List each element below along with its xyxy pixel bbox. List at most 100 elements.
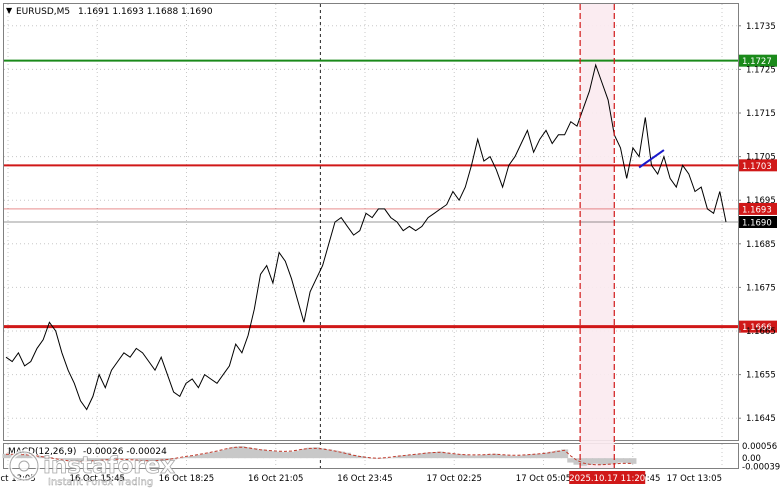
macd-bar <box>436 451 445 459</box>
y-tick-label: 1.1735 <box>746 22 776 32</box>
x-tick-label: 16 Oct 15:45 <box>70 474 125 484</box>
macd-bar <box>194 454 202 459</box>
macd-bar <box>2 453 10 459</box>
macd-bar <box>101 458 109 460</box>
y-tick-label: 1.1725 <box>746 65 776 75</box>
macd-bar <box>281 452 289 459</box>
macd-bar <box>294 450 302 459</box>
grid <box>4 4 738 468</box>
macd-bar <box>300 449 308 459</box>
macd-bar <box>76 458 85 463</box>
macd-bar <box>27 454 35 459</box>
symbol-title: EURUSD,M5 <box>16 7 70 17</box>
macd-bar <box>405 454 414 459</box>
current-price-box <box>739 202 777 215</box>
macd-bar <box>356 456 364 459</box>
macd-bar <box>567 458 575 463</box>
macd-bar <box>449 453 457 459</box>
macd-bar <box>312 447 320 459</box>
macd-bar <box>579 458 587 466</box>
macd-bar <box>306 447 314 459</box>
instaforex-logo: instaforex Instant Forex Trading <box>8 450 176 488</box>
macd-bar <box>213 451 221 459</box>
macd-bar <box>176 458 184 459</box>
macd-bar <box>598 458 606 465</box>
macd-bar <box>418 453 426 459</box>
time-highlight-label: 2025.10.17 11:20 <box>569 474 645 484</box>
macd-bar <box>207 452 215 459</box>
macd-bar <box>480 454 488 459</box>
macd-bar <box>530 454 538 459</box>
macd-bar <box>45 457 54 459</box>
macd-bar <box>399 455 407 459</box>
x-tick-label: 16 Oct 21:05 <box>248 474 303 484</box>
macd-bar <box>461 454 469 459</box>
macd-bar <box>350 454 358 459</box>
macd-bar <box>492 453 500 459</box>
symbol-menu-arrow[interactable]: ▼ <box>6 6 13 15</box>
macd-bar <box>486 454 494 459</box>
macd-bar <box>58 458 66 460</box>
y-tick-label: 1.1675 <box>746 283 776 293</box>
macd-bar <box>126 458 134 460</box>
macd-bar <box>362 457 370 459</box>
macd-bar <box>542 452 550 459</box>
price-plot <box>5 63 727 411</box>
macd-bar <box>424 452 432 459</box>
macd-plot <box>2 446 637 466</box>
macd-bar <box>182 457 190 459</box>
macd-bar <box>337 451 345 459</box>
macd-bar <box>412 454 420 459</box>
ohlc-values: 1.1691 1.1693 1.1688 1.1690 <box>78 7 213 17</box>
macd-bar <box>52 458 60 459</box>
level-label-box <box>739 320 777 333</box>
macd-bar <box>219 449 227 459</box>
macd-bar <box>387 457 395 459</box>
highlight-band <box>580 4 615 468</box>
macd-tick-label: 0.00056 <box>742 442 777 452</box>
macd-bar <box>256 449 265 459</box>
level-label: 1.1703 <box>742 162 772 172</box>
macd-bar <box>498 454 507 459</box>
y-tick-label: 1.1705 <box>746 153 776 163</box>
macd-bar <box>393 456 401 459</box>
macd-bar <box>120 458 128 459</box>
macd-bar <box>610 458 618 464</box>
macd-bar <box>561 449 569 459</box>
macd-bar <box>381 458 389 459</box>
level-label-box <box>739 159 777 172</box>
macd-bar <box>511 456 519 459</box>
brand-tagline: Instant Forex Trading <box>48 477 153 488</box>
macd-bar <box>443 452 451 459</box>
y-tick-label: 1.1665 <box>746 327 776 337</box>
x-tick-label: 16 Oct 23:45 <box>337 474 392 484</box>
macd-bar <box>238 446 246 459</box>
macd-bar <box>70 458 78 462</box>
x-tick-label: 17 Oct 05:05 <box>516 474 571 484</box>
macd-bar <box>83 458 91 462</box>
x-tick-label: 17 Oct 13:05 <box>667 474 722 484</box>
macd-bar <box>64 458 72 461</box>
price-axis: 1.1735 1.1725 1.1715 1.1705 1.1695 1.1685 1.16… <box>738 22 780 473</box>
macd-bar <box>573 458 581 465</box>
price-series-line <box>5 63 727 411</box>
y-tick-label: 1.1695 <box>746 196 776 206</box>
trend-segment <box>638 149 665 169</box>
macd-bar <box>536 453 544 459</box>
macd-bar <box>287 451 296 459</box>
current-price-box <box>739 216 777 228</box>
macd-bar <box>21 454 29 459</box>
macd-values: -0.00026 -0.00024 <box>83 447 167 457</box>
macd-title: MACD(12,26,9) <box>8 447 76 457</box>
macd-bar <box>505 455 513 459</box>
x-tick-label: 16 Oct 18:25 <box>159 474 214 484</box>
macd-bar <box>170 458 178 460</box>
macd-bar <box>616 458 625 463</box>
macd-bar <box>244 447 252 459</box>
y-tick-label: 1.1715 <box>746 109 776 119</box>
macd-bar <box>318 448 327 459</box>
macd-bar <box>263 450 271 459</box>
